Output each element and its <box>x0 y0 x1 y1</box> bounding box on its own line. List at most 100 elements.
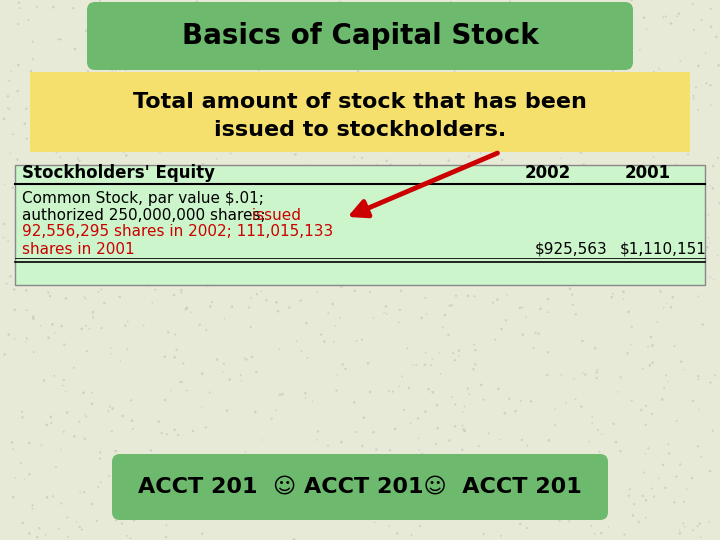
Point <box>265 113 276 122</box>
Point <box>588 130 600 139</box>
Point <box>14 248 25 256</box>
Point <box>679 248 690 256</box>
Point <box>423 491 434 500</box>
Point <box>24 529 35 538</box>
Point <box>27 504 38 513</box>
Point <box>535 305 546 313</box>
Point <box>514 303 526 312</box>
Point <box>35 96 46 105</box>
Point <box>372 82 384 90</box>
Point <box>500 105 511 113</box>
Point <box>21 104 32 113</box>
Point <box>475 149 487 158</box>
Point <box>546 256 558 265</box>
Point <box>307 397 318 406</box>
Point <box>495 215 507 224</box>
Point <box>675 357 687 366</box>
Point <box>86 400 98 408</box>
Point <box>169 330 181 339</box>
Point <box>708 162 719 171</box>
Point <box>246 88 257 97</box>
Point <box>168 64 180 73</box>
Point <box>359 206 370 215</box>
Point <box>356 442 368 450</box>
Point <box>151 193 163 202</box>
Point <box>531 78 542 87</box>
Point <box>189 123 201 131</box>
Point <box>706 22 717 31</box>
Point <box>517 303 528 312</box>
FancyBboxPatch shape <box>87 2 633 70</box>
Point <box>32 533 43 540</box>
Point <box>359 234 371 242</box>
Point <box>76 525 88 534</box>
Point <box>592 426 603 434</box>
Point <box>12 192 24 201</box>
Point <box>264 126 276 135</box>
Point <box>582 90 594 99</box>
Point <box>327 300 338 308</box>
Point <box>390 424 401 433</box>
Point <box>273 258 284 266</box>
Point <box>264 254 275 263</box>
Point <box>478 395 490 404</box>
Point <box>615 111 626 119</box>
Point <box>689 215 701 224</box>
Point <box>102 28 114 36</box>
Point <box>658 303 670 312</box>
Point <box>413 434 424 443</box>
Point <box>695 533 706 540</box>
Point <box>181 508 193 517</box>
Point <box>135 460 146 469</box>
Point <box>681 89 693 97</box>
Point <box>438 254 449 263</box>
Point <box>535 489 546 498</box>
Point <box>591 374 603 382</box>
Point <box>2 92 14 100</box>
Point <box>48 372 60 380</box>
Point <box>388 38 400 47</box>
Point <box>413 414 424 423</box>
Point <box>422 459 433 468</box>
Point <box>370 175 382 184</box>
Point <box>40 530 52 539</box>
Point <box>78 293 90 301</box>
Point <box>76 325 87 333</box>
Point <box>614 109 626 118</box>
Point <box>295 296 307 305</box>
Point <box>19 227 30 235</box>
Point <box>584 177 595 185</box>
Point <box>636 100 647 109</box>
Point <box>692 375 703 383</box>
Point <box>417 71 428 79</box>
Point <box>125 161 137 170</box>
Point <box>508 464 519 472</box>
Point <box>50 148 62 157</box>
Point <box>73 417 85 426</box>
Text: ACCT 201  ☺ ACCT 201☺  ACCT 201: ACCT 201 ☺ ACCT 201☺ ACCT 201 <box>138 477 582 497</box>
Point <box>711 32 720 41</box>
Point <box>469 360 481 369</box>
Point <box>197 369 208 378</box>
Point <box>296 481 307 490</box>
Point <box>419 460 431 468</box>
Point <box>356 242 367 251</box>
Point <box>302 354 313 362</box>
Point <box>132 497 144 506</box>
Point <box>120 151 132 160</box>
Point <box>647 341 658 350</box>
Point <box>559 112 570 120</box>
Point <box>47 320 58 329</box>
Point <box>276 390 288 399</box>
Point <box>621 248 632 257</box>
Point <box>407 361 418 369</box>
Point <box>161 430 173 438</box>
Point <box>297 107 309 116</box>
Point <box>284 103 296 111</box>
Point <box>552 275 564 284</box>
Point <box>391 20 402 29</box>
Point <box>670 174 682 183</box>
Point <box>68 363 80 372</box>
Point <box>566 32 577 40</box>
Point <box>439 311 451 320</box>
